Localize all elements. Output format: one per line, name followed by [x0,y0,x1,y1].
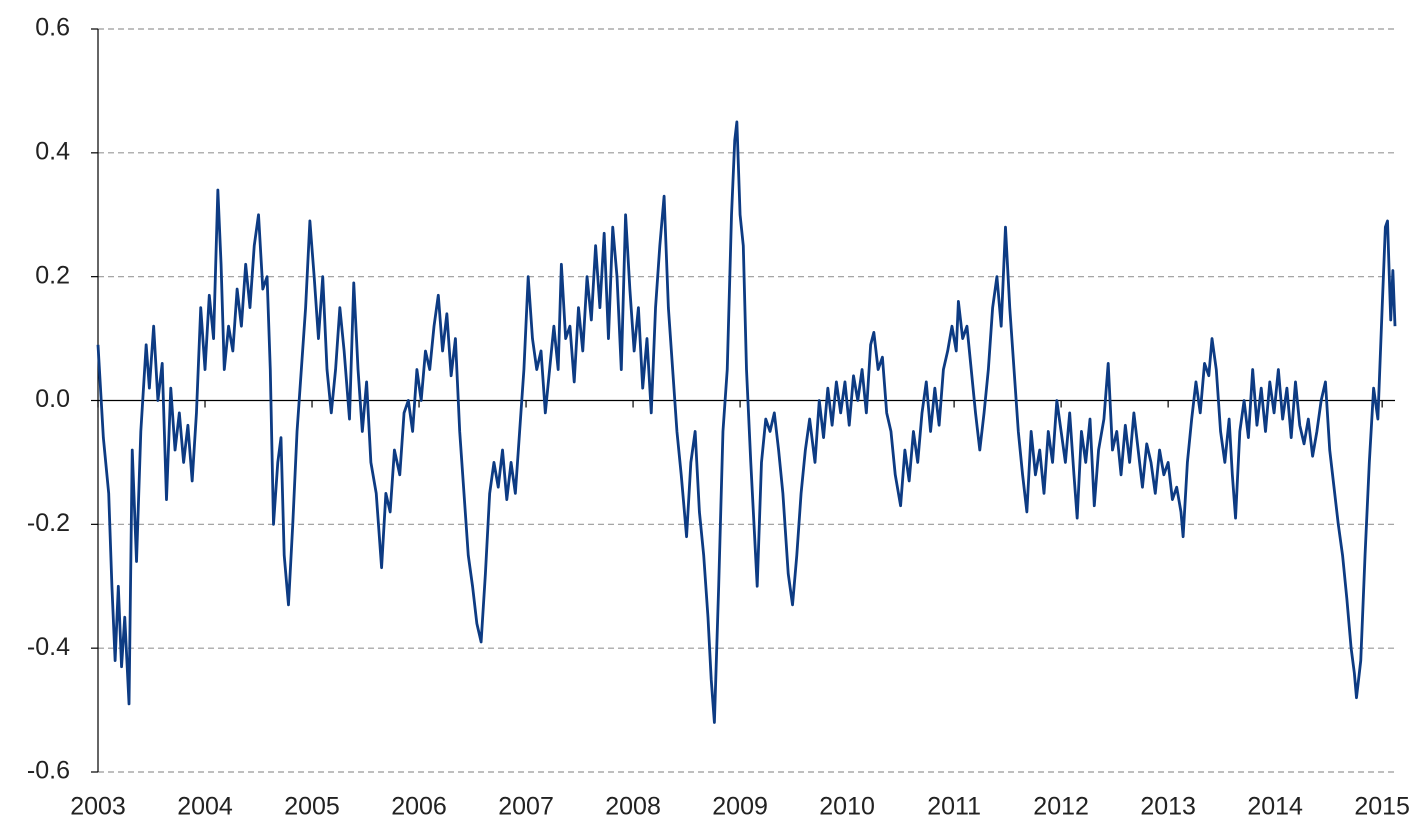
x-tick-label: 2012 [1033,793,1089,821]
y-tick-label: -0.2 [27,509,70,537]
y-tick-label: 0.0 [35,385,70,413]
data-line [96,120,1397,724]
x-tick-label: 2011 [927,793,981,821]
x-tick-label: 2009 [712,793,768,821]
x-tick-label: 2005 [284,793,340,821]
y-tick-label: -0.4 [27,633,70,661]
x-tick-label: 2014 [1247,793,1303,821]
x-tick-label: 2015 [1354,793,1410,821]
x-tick-label: 2010 [819,793,875,821]
x-tick-label: 2007 [498,793,554,821]
x-tick-label: 2013 [1140,793,1196,821]
y-tick-label: 0.2 [35,261,70,289]
y-tick-label: 0.4 [35,137,70,165]
x-tick-label: 2006 [391,793,447,821]
x-tick-label: 2004 [177,793,233,821]
x-tick-label: 2008 [605,793,661,821]
y-tick-label: -0.6 [27,757,70,785]
x-tick-label: 2003 [70,793,126,821]
y-tick-label: 0.6 [35,14,70,42]
